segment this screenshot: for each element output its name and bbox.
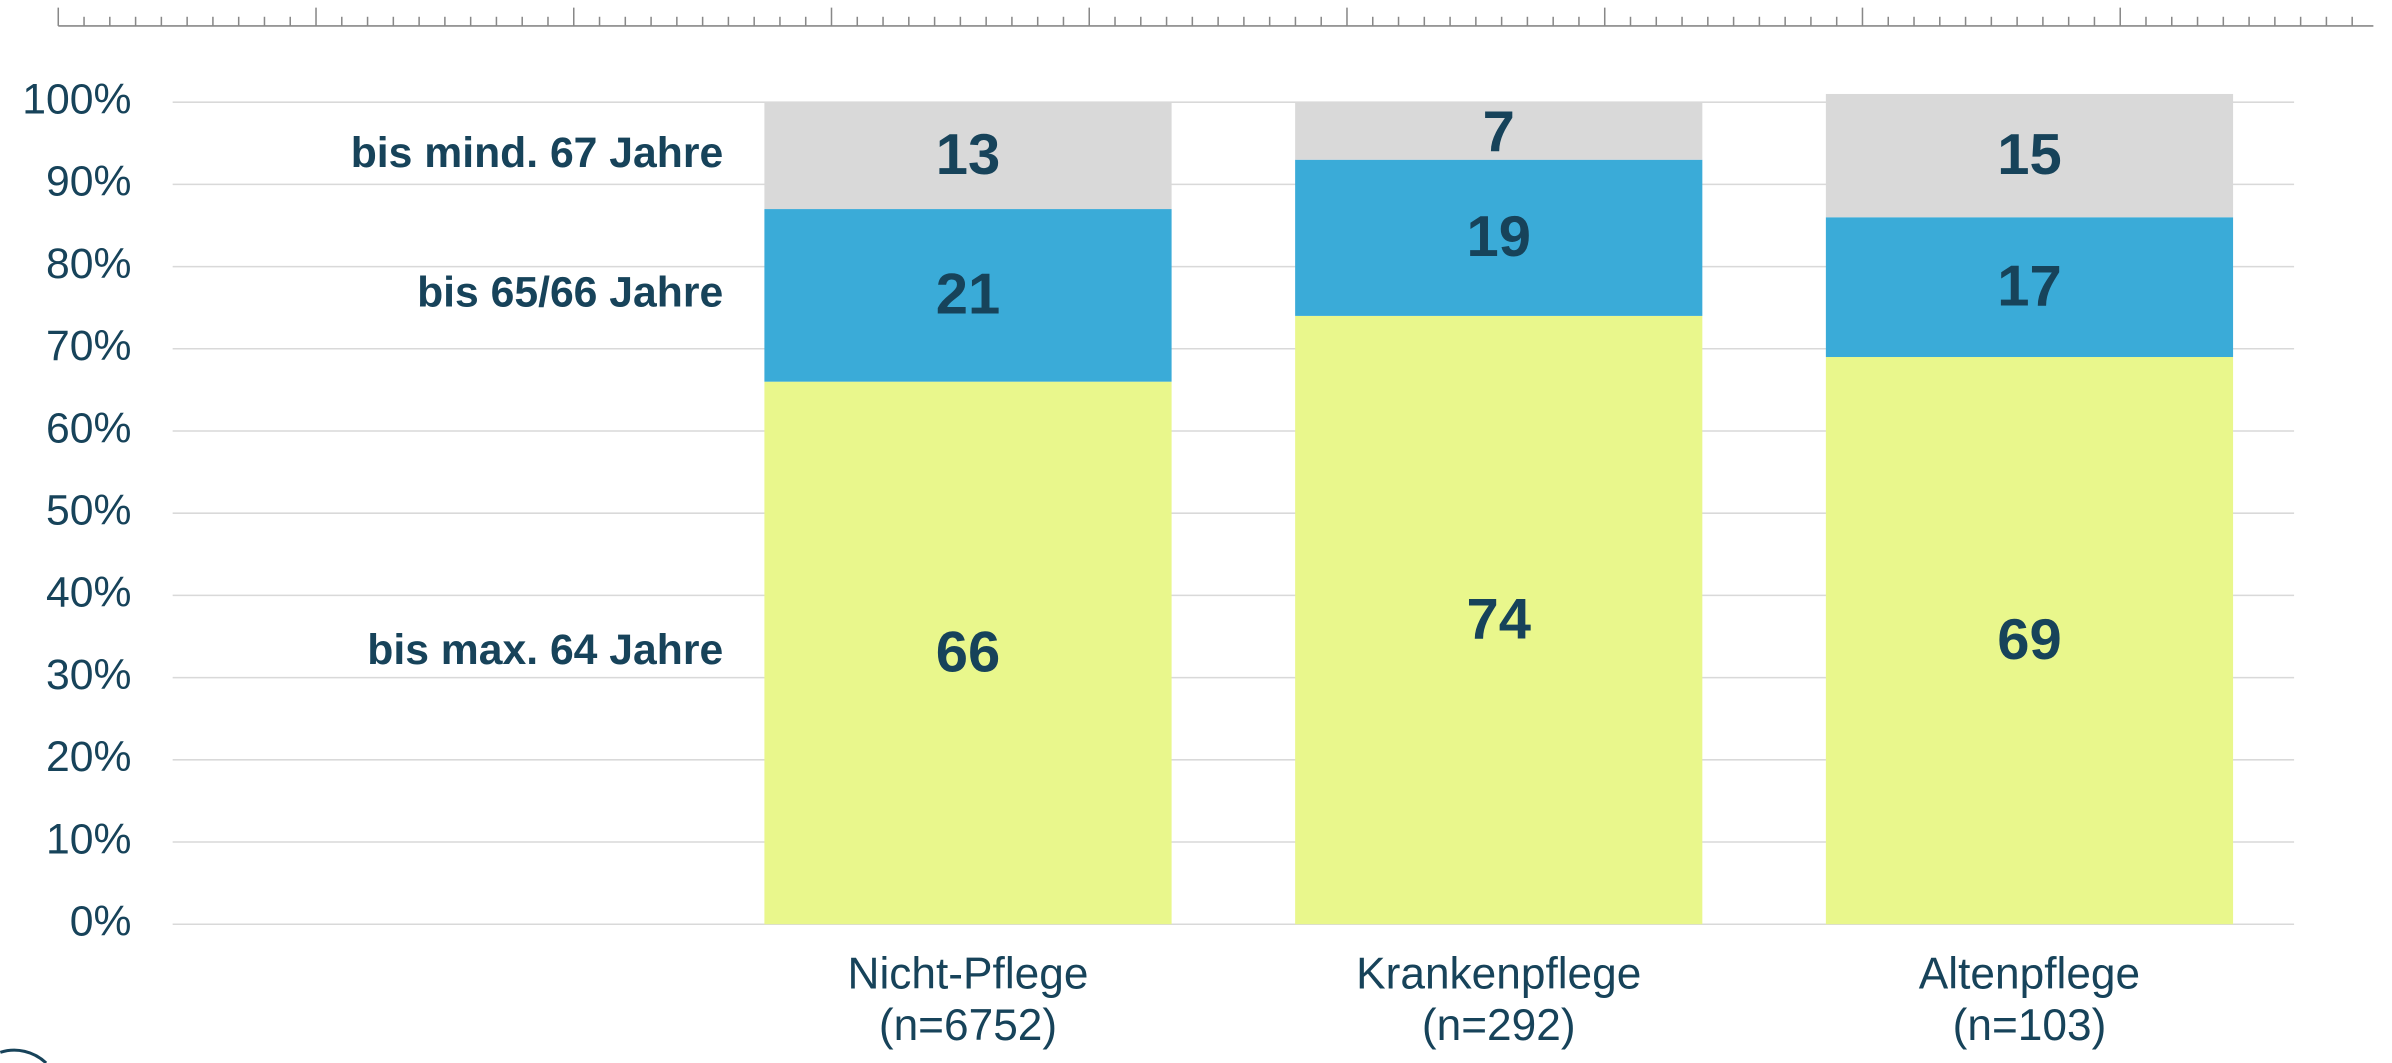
- x-tick-label-box: Altenpflege (n=103): [1918, 950, 2141, 1051]
- y-tick-label: 0%: [70, 897, 132, 945]
- bar-segment: [764, 381, 1172, 925]
- series-label: bis mind. 67 Jahre: [351, 129, 723, 177]
- logo-fragment: [0, 1048, 48, 1063]
- x-tick-label: Krankenpflege (n=292): [1356, 950, 1642, 1051]
- y-tick-label: 50%: [46, 486, 131, 534]
- x-tick-label: Nicht-Pflege (n=6752): [847, 950, 1089, 1051]
- x-tick-label-box: Krankenpflege (n=292): [1356, 950, 1642, 1051]
- ruler: [57, 7, 2374, 27]
- bar-segment: [764, 102, 1172, 210]
- value-label: 15: [1997, 123, 2061, 187]
- y-tick-label: 30%: [46, 651, 131, 699]
- series-label: bis 65/66 Jahre: [417, 269, 723, 317]
- bar-segment: [1295, 315, 1703, 925]
- bar-segment: [1825, 217, 2234, 358]
- value-label: 74: [1467, 587, 1531, 651]
- bar-segment: [764, 209, 1172, 382]
- value-label: 21: [936, 263, 1000, 327]
- y-tick-label: 40%: [46, 569, 131, 617]
- y-tick-label: 80%: [46, 240, 131, 288]
- bar-segment: [1825, 93, 2234, 218]
- value-label: 19: [1467, 205, 1531, 269]
- x-tick-label-box: Nicht-Pflege (n=6752): [847, 950, 1089, 1051]
- value-label: 17: [1997, 255, 2061, 319]
- y-tick-label: 10%: [46, 815, 131, 863]
- y-tick-label: 100%: [22, 75, 131, 123]
- bar-segment: [1825, 357, 2234, 925]
- bar-segment: [1295, 102, 1703, 160]
- x-tick-label: Altenpflege (n=103): [1918, 950, 2141, 1051]
- y-tick-label: 20%: [46, 733, 131, 781]
- y-tick-label: 90%: [46, 158, 131, 206]
- y-tick-label: 60%: [46, 404, 131, 452]
- value-label: 66: [936, 620, 1000, 684]
- value-label: 69: [1997, 608, 2061, 672]
- value-label: 13: [936, 123, 1000, 187]
- bar-segment: [1295, 159, 1703, 316]
- value-label: 7: [1483, 100, 1515, 164]
- y-tick-label: 70%: [46, 322, 131, 370]
- series-label: bis max. 64 Jahre: [367, 626, 723, 674]
